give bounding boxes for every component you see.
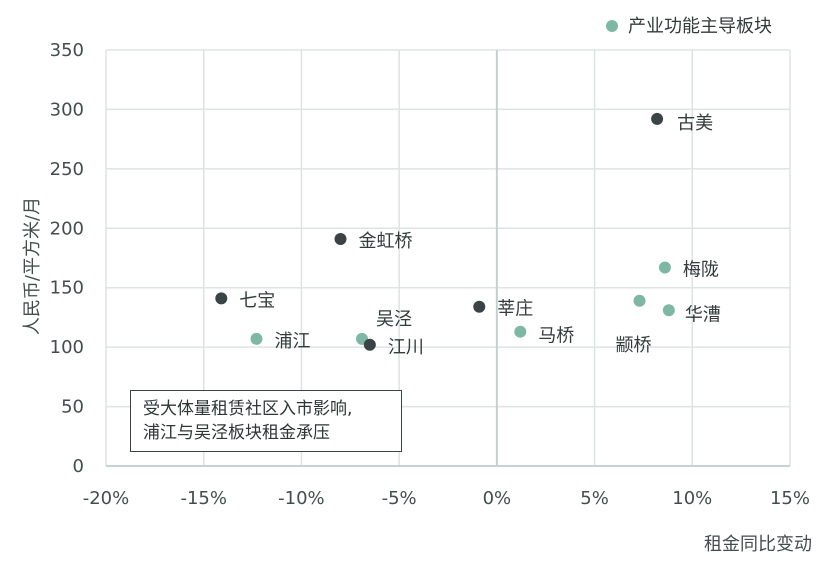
point-label: 古美 — [677, 113, 713, 134]
y-tick-label: 150 — [50, 278, 84, 299]
point-label: 浦江 — [274, 331, 310, 352]
annotation-line-2: 浦江与吴泾板块租金承压 — [143, 423, 330, 443]
point-label: 华漕 — [685, 304, 721, 325]
x-tick-label: 5% — [580, 488, 609, 509]
point-label: 梅陇 — [683, 260, 719, 281]
grid-lines — [105, 49, 791, 466]
y-tick-label: 0 — [73, 456, 84, 477]
data-point — [658, 261, 671, 274]
data-point — [334, 232, 347, 245]
point-label: 七宝 — [239, 290, 275, 311]
y-tick-label: 50 — [61, 397, 84, 418]
point-label: 江川 — [388, 337, 424, 358]
y-tick-label: 350 — [50, 40, 84, 61]
data-point — [514, 325, 527, 338]
data-point — [250, 332, 263, 345]
point-label: 金虹桥 — [359, 231, 413, 252]
y-tick-label: 250 — [50, 159, 84, 180]
annotation-line-1: 受大体量租赁社区入市影响, — [143, 399, 353, 419]
x-tick-label: 0% — [483, 488, 512, 509]
x-tick-label: -5% — [382, 488, 417, 509]
data-point — [651, 112, 664, 125]
x-tick-label: -20% — [83, 488, 130, 509]
y-tick-label: 200 — [50, 218, 84, 239]
legend-label: 产业功能主导板块 — [628, 16, 772, 37]
data-point — [633, 294, 646, 307]
point-label: 吴泾 — [376, 309, 412, 330]
legend-marker — [606, 20, 618, 32]
data-points — [215, 112, 675, 351]
y-tick-label: 100 — [50, 337, 84, 358]
data-point — [473, 300, 486, 313]
point-label: 马桥 — [538, 326, 574, 347]
x-axis-title: 租金同比变动 — [704, 534, 812, 555]
data-point — [363, 338, 376, 351]
legend: 产业功能主导板块 — [606, 16, 772, 37]
x-tick-label: 15% — [770, 488, 810, 509]
annotation-box: 受大体量租赁社区入市影响, 浦江与吴泾板块租金承压 — [130, 390, 402, 452]
y-tick-label: 300 — [50, 99, 84, 120]
point-label: 颛桥 — [616, 335, 652, 356]
y-axis-title: 人民币/平方米/月 — [22, 197, 43, 335]
point-label: 莘庄 — [497, 299, 533, 320]
data-point — [662, 304, 675, 317]
x-tick-label: 10% — [672, 488, 712, 509]
x-tick-label: -15% — [180, 488, 227, 509]
x-tick-label: -10% — [278, 488, 325, 509]
data-point — [215, 292, 228, 305]
axes: 0 50 100 150 200 250 300 350 -20% -15% -10% -5% 0% 5%… — [22, 40, 812, 555]
